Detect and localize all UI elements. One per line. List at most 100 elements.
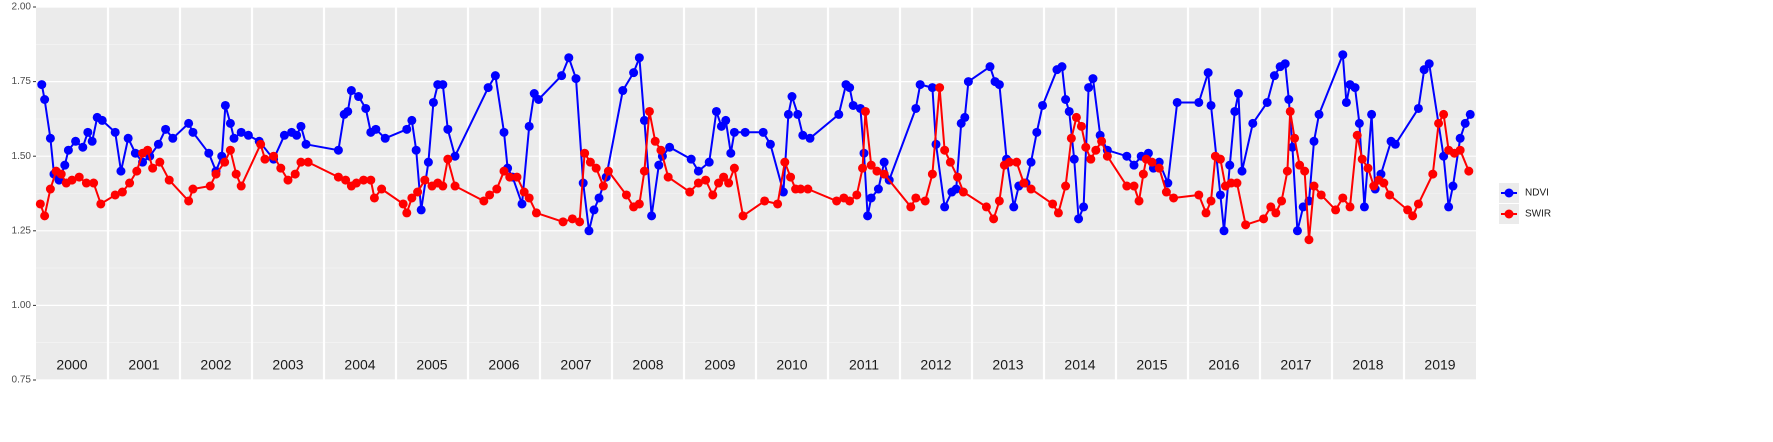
- data-point: [1341, 97, 1351, 107]
- data-point: [143, 145, 153, 155]
- data-point: [1338, 193, 1348, 203]
- data-point: [1233, 89, 1243, 99]
- legend-point: [1504, 209, 1514, 219]
- data-point: [1352, 130, 1362, 140]
- data-point: [1061, 95, 1071, 105]
- data-point: [492, 184, 502, 194]
- data-point: [499, 127, 509, 137]
- data-point: [575, 217, 585, 227]
- data-point: [407, 193, 417, 203]
- data-point: [848, 100, 858, 110]
- data-point: [40, 95, 50, 105]
- data-point: [589, 205, 599, 215]
- data-point: [60, 160, 70, 170]
- data-point: [981, 202, 991, 212]
- data-point: [524, 193, 534, 203]
- y-tick-label: 0.75: [12, 375, 32, 386]
- data-point: [256, 139, 266, 149]
- data-point: [153, 139, 163, 149]
- data-point: [1284, 95, 1294, 105]
- data-point: [860, 106, 870, 116]
- data-point: [945, 157, 955, 167]
- data-point: [1345, 202, 1355, 212]
- data-point: [1147, 157, 1157, 167]
- data-point: [402, 208, 412, 218]
- data-point: [866, 193, 876, 203]
- data-point: [647, 211, 657, 221]
- data-point: [81, 178, 91, 188]
- data-point: [935, 83, 945, 93]
- data-point: [67, 175, 77, 185]
- data-point: [45, 133, 55, 143]
- y-tick-label: 1.00: [12, 300, 32, 311]
- data-point: [879, 169, 889, 179]
- data-point: [420, 175, 430, 185]
- data-point: [1314, 109, 1324, 119]
- data-point: [927, 169, 937, 179]
- data-point: [1369, 181, 1379, 191]
- data-point: [296, 157, 306, 167]
- data-point: [1439, 109, 1449, 119]
- data-point: [693, 166, 703, 176]
- y-tick-label: 2.00: [12, 2, 32, 13]
- data-point: [524, 121, 534, 131]
- data-point: [1084, 83, 1094, 93]
- data-point: [116, 166, 126, 176]
- data-point: [1277, 196, 1287, 206]
- data-point: [1460, 118, 1470, 128]
- data-point: [407, 115, 417, 125]
- data-point: [531, 208, 541, 218]
- data-point: [369, 193, 379, 203]
- data-point: [269, 151, 279, 161]
- year-label: 2014: [1064, 357, 1095, 373]
- data-point: [229, 133, 239, 143]
- data-point: [1413, 199, 1423, 209]
- data-point: [564, 53, 574, 63]
- data-point: [915, 80, 925, 90]
- data-point: [1057, 62, 1067, 72]
- data-point: [184, 196, 194, 206]
- data-point: [714, 178, 724, 188]
- data-point: [1403, 205, 1413, 215]
- data-point: [1359, 202, 1369, 212]
- data-point: [505, 172, 515, 182]
- data-point: [517, 199, 527, 209]
- data-point: [1064, 106, 1074, 116]
- data-point: [634, 199, 644, 209]
- data-point: [994, 196, 1004, 206]
- year-label: 2005: [416, 357, 447, 373]
- data-point: [958, 187, 968, 197]
- data-point: [499, 166, 509, 176]
- data-point: [1076, 121, 1086, 131]
- data-point: [879, 157, 889, 167]
- data-point: [951, 184, 961, 194]
- data-point: [1363, 163, 1373, 173]
- data-point: [985, 62, 995, 72]
- data-point: [534, 95, 544, 105]
- data-point: [994, 80, 1004, 90]
- data-point: [1026, 184, 1036, 194]
- data-point: [591, 163, 601, 173]
- data-point: [63, 145, 73, 155]
- data-point: [1285, 106, 1295, 116]
- data-point: [483, 83, 493, 93]
- data-point: [1219, 226, 1229, 236]
- data-point: [380, 133, 390, 143]
- data-point: [686, 154, 696, 164]
- data-point: [708, 190, 718, 200]
- legend-label: NDVI: [1525, 188, 1549, 199]
- data-point: [1122, 181, 1132, 191]
- year-label: 2015: [1136, 357, 1167, 373]
- data-point: [161, 124, 171, 134]
- data-point: [1271, 208, 1281, 218]
- data-point: [1300, 166, 1310, 176]
- data-point: [1266, 202, 1276, 212]
- data-point: [920, 196, 930, 206]
- data-point: [236, 127, 246, 137]
- data-point: [911, 193, 921, 203]
- data-point: [685, 187, 695, 197]
- data-point: [1026, 157, 1036, 167]
- data-point: [845, 83, 855, 93]
- year-label: 2007: [560, 357, 591, 373]
